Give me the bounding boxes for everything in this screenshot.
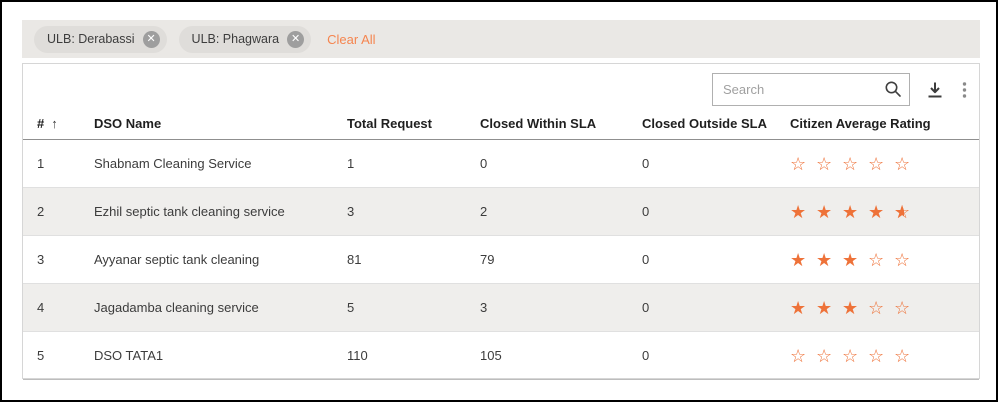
star-empty-icon: ☆ xyxy=(868,297,885,318)
cell-total-request: 81 xyxy=(347,252,362,267)
table-toolbar xyxy=(23,64,979,107)
star-full-icon: ★ xyxy=(816,249,833,270)
filter-chip-ulb-derabassi[interactable]: ULB: Derabassi ✕ xyxy=(34,25,167,53)
star-full-icon: ★ xyxy=(842,297,859,318)
search-icon xyxy=(884,80,902,98)
search-box xyxy=(712,73,910,106)
column-header-index[interactable]: # ↑ xyxy=(37,116,94,131)
filter-chip-label: ULB: Derabassi xyxy=(47,32,135,46)
star-full-icon: ★ xyxy=(842,201,859,222)
table-row: 3 Ayyanar septic tank cleaning 81 79 0 ★… xyxy=(23,236,979,284)
cell-dso-name: Ayyanar septic tank cleaning xyxy=(94,252,260,267)
cell-closed-outside-sla: 0 xyxy=(642,204,650,219)
column-header-closed-within-sla[interactable]: Closed Within SLA xyxy=(480,115,597,131)
star-empty-icon: ☆ xyxy=(894,153,911,174)
column-header-dso-name[interactable]: DSO Name xyxy=(94,115,162,131)
cell-dso-name: DSO TATA1 xyxy=(94,348,164,363)
cell-index: 1 xyxy=(37,156,45,171)
star-empty-icon: ☆ xyxy=(894,297,911,318)
table-row: 2 Ezhil septic tank cleaning service 3 2… xyxy=(23,188,979,236)
star-empty-icon: ☆ xyxy=(894,345,911,366)
kebab-menu-icon xyxy=(962,81,967,99)
rating-stars: ★ ★ ★ ★ ★ ☆ xyxy=(790,202,979,222)
sort-ascending-icon: ↑ xyxy=(51,115,58,131)
star-full-icon: ★ xyxy=(868,201,885,222)
download-icon xyxy=(926,81,944,99)
column-header-closed-outside-sla[interactable]: Closed Outside SLA xyxy=(642,115,767,131)
table-row: 4 Jagadamba cleaning service 5 3 0 ★ ★ ★ ☆ ☆ xyxy=(23,284,979,332)
table-header: # ↑ DSO Name Total Request Closed Within … xyxy=(23,107,979,140)
rating-stars: ☆ ☆ ☆ ☆ ☆ xyxy=(790,346,979,366)
star-empty-icon: ☆ xyxy=(868,153,885,174)
star-empty-icon: ☆ xyxy=(894,249,911,270)
cell-closed-outside-sla: 0 xyxy=(642,252,650,267)
star-empty-icon: ☆ xyxy=(868,345,885,366)
cell-closed-within-sla: 0 xyxy=(480,156,488,171)
table-row: 1 Shabnam Cleaning Service 1 0 0 ☆ ☆ ☆ ☆ ☆ xyxy=(23,140,979,188)
star-empty-icon: ☆ xyxy=(868,249,885,270)
cell-closed-outside-sla: 0 xyxy=(642,300,650,315)
cell-total-request: 3 xyxy=(347,204,355,219)
filter-chip-ulb-phagwara[interactable]: ULB: Phagwara ✕ xyxy=(178,25,312,53)
download-button[interactable] xyxy=(924,79,946,101)
cell-total-request: 1 xyxy=(347,156,355,171)
star-empty-icon: ☆ xyxy=(816,153,833,174)
star-half-icon: ★ ☆ xyxy=(894,201,911,222)
cell-dso-name: Jagadamba cleaning service xyxy=(94,300,259,315)
cell-closed-outside-sla: 0 xyxy=(642,156,650,171)
filter-bar: ULB: Derabassi ✕ ULB: Phagwara ✕ Clear A… xyxy=(22,20,980,58)
star-full-icon: ★ xyxy=(842,249,859,270)
dso-table-card: #↑ DSO Name Total Request Closed Within … xyxy=(22,63,980,380)
cell-index: 5 xyxy=(37,348,45,363)
cell-closed-within-sla: 79 xyxy=(480,252,495,267)
star-full-icon: ★ xyxy=(790,297,807,318)
star-empty-icon: ☆ xyxy=(842,153,859,174)
star-empty-icon: ☆ xyxy=(790,345,807,366)
clear-all-link[interactable]: Clear All xyxy=(327,31,376,47)
close-icon[interactable]: ✕ xyxy=(142,30,160,48)
star-empty-icon: ☆ xyxy=(790,153,807,174)
cell-closed-within-sla: 3 xyxy=(480,300,488,315)
star-empty-icon: ☆ xyxy=(816,345,833,366)
search-input[interactable] xyxy=(712,73,910,106)
table-row: 5 DSO TATA1 110 105 0 ☆ ☆ ☆ ☆ ☆ xyxy=(23,332,979,380)
cell-index: 3 xyxy=(37,252,45,267)
rating-stars: ★ ★ ★ ☆ ☆ xyxy=(790,250,979,270)
cell-index: 2 xyxy=(37,204,45,219)
cell-dso-name: Shabnam Cleaning Service xyxy=(94,156,252,171)
star-full-icon: ★ xyxy=(790,249,807,270)
cell-dso-name: Ezhil septic tank cleaning service xyxy=(94,204,285,219)
more-options-button[interactable] xyxy=(960,79,969,101)
cell-total-request: 110 xyxy=(347,348,368,363)
column-header-total-request[interactable]: Total Request xyxy=(347,115,432,131)
star-full-icon: ★ xyxy=(816,297,833,318)
close-icon[interactable]: ✕ xyxy=(287,30,305,48)
rating-stars: ★ ★ ★ ☆ ☆ xyxy=(790,298,979,318)
cell-closed-within-sla: 105 xyxy=(480,348,502,363)
star-full-icon: ★ xyxy=(790,201,807,222)
column-header-citizen-average-rating[interactable]: Citizen Average Rating xyxy=(790,115,931,131)
cell-closed-outside-sla: 0 xyxy=(642,348,650,363)
column-label: # xyxy=(37,115,45,131)
star-empty-icon: ☆ xyxy=(842,345,859,366)
rating-stars: ☆ ☆ ☆ ☆ ☆ xyxy=(790,154,979,174)
cell-index: 4 xyxy=(37,300,45,315)
cell-total-request: 5 xyxy=(347,300,355,315)
cell-closed-within-sla: 2 xyxy=(480,204,488,219)
star-full-icon: ★ xyxy=(816,201,833,222)
filter-chip-label: ULB: Phagwara xyxy=(191,32,280,46)
